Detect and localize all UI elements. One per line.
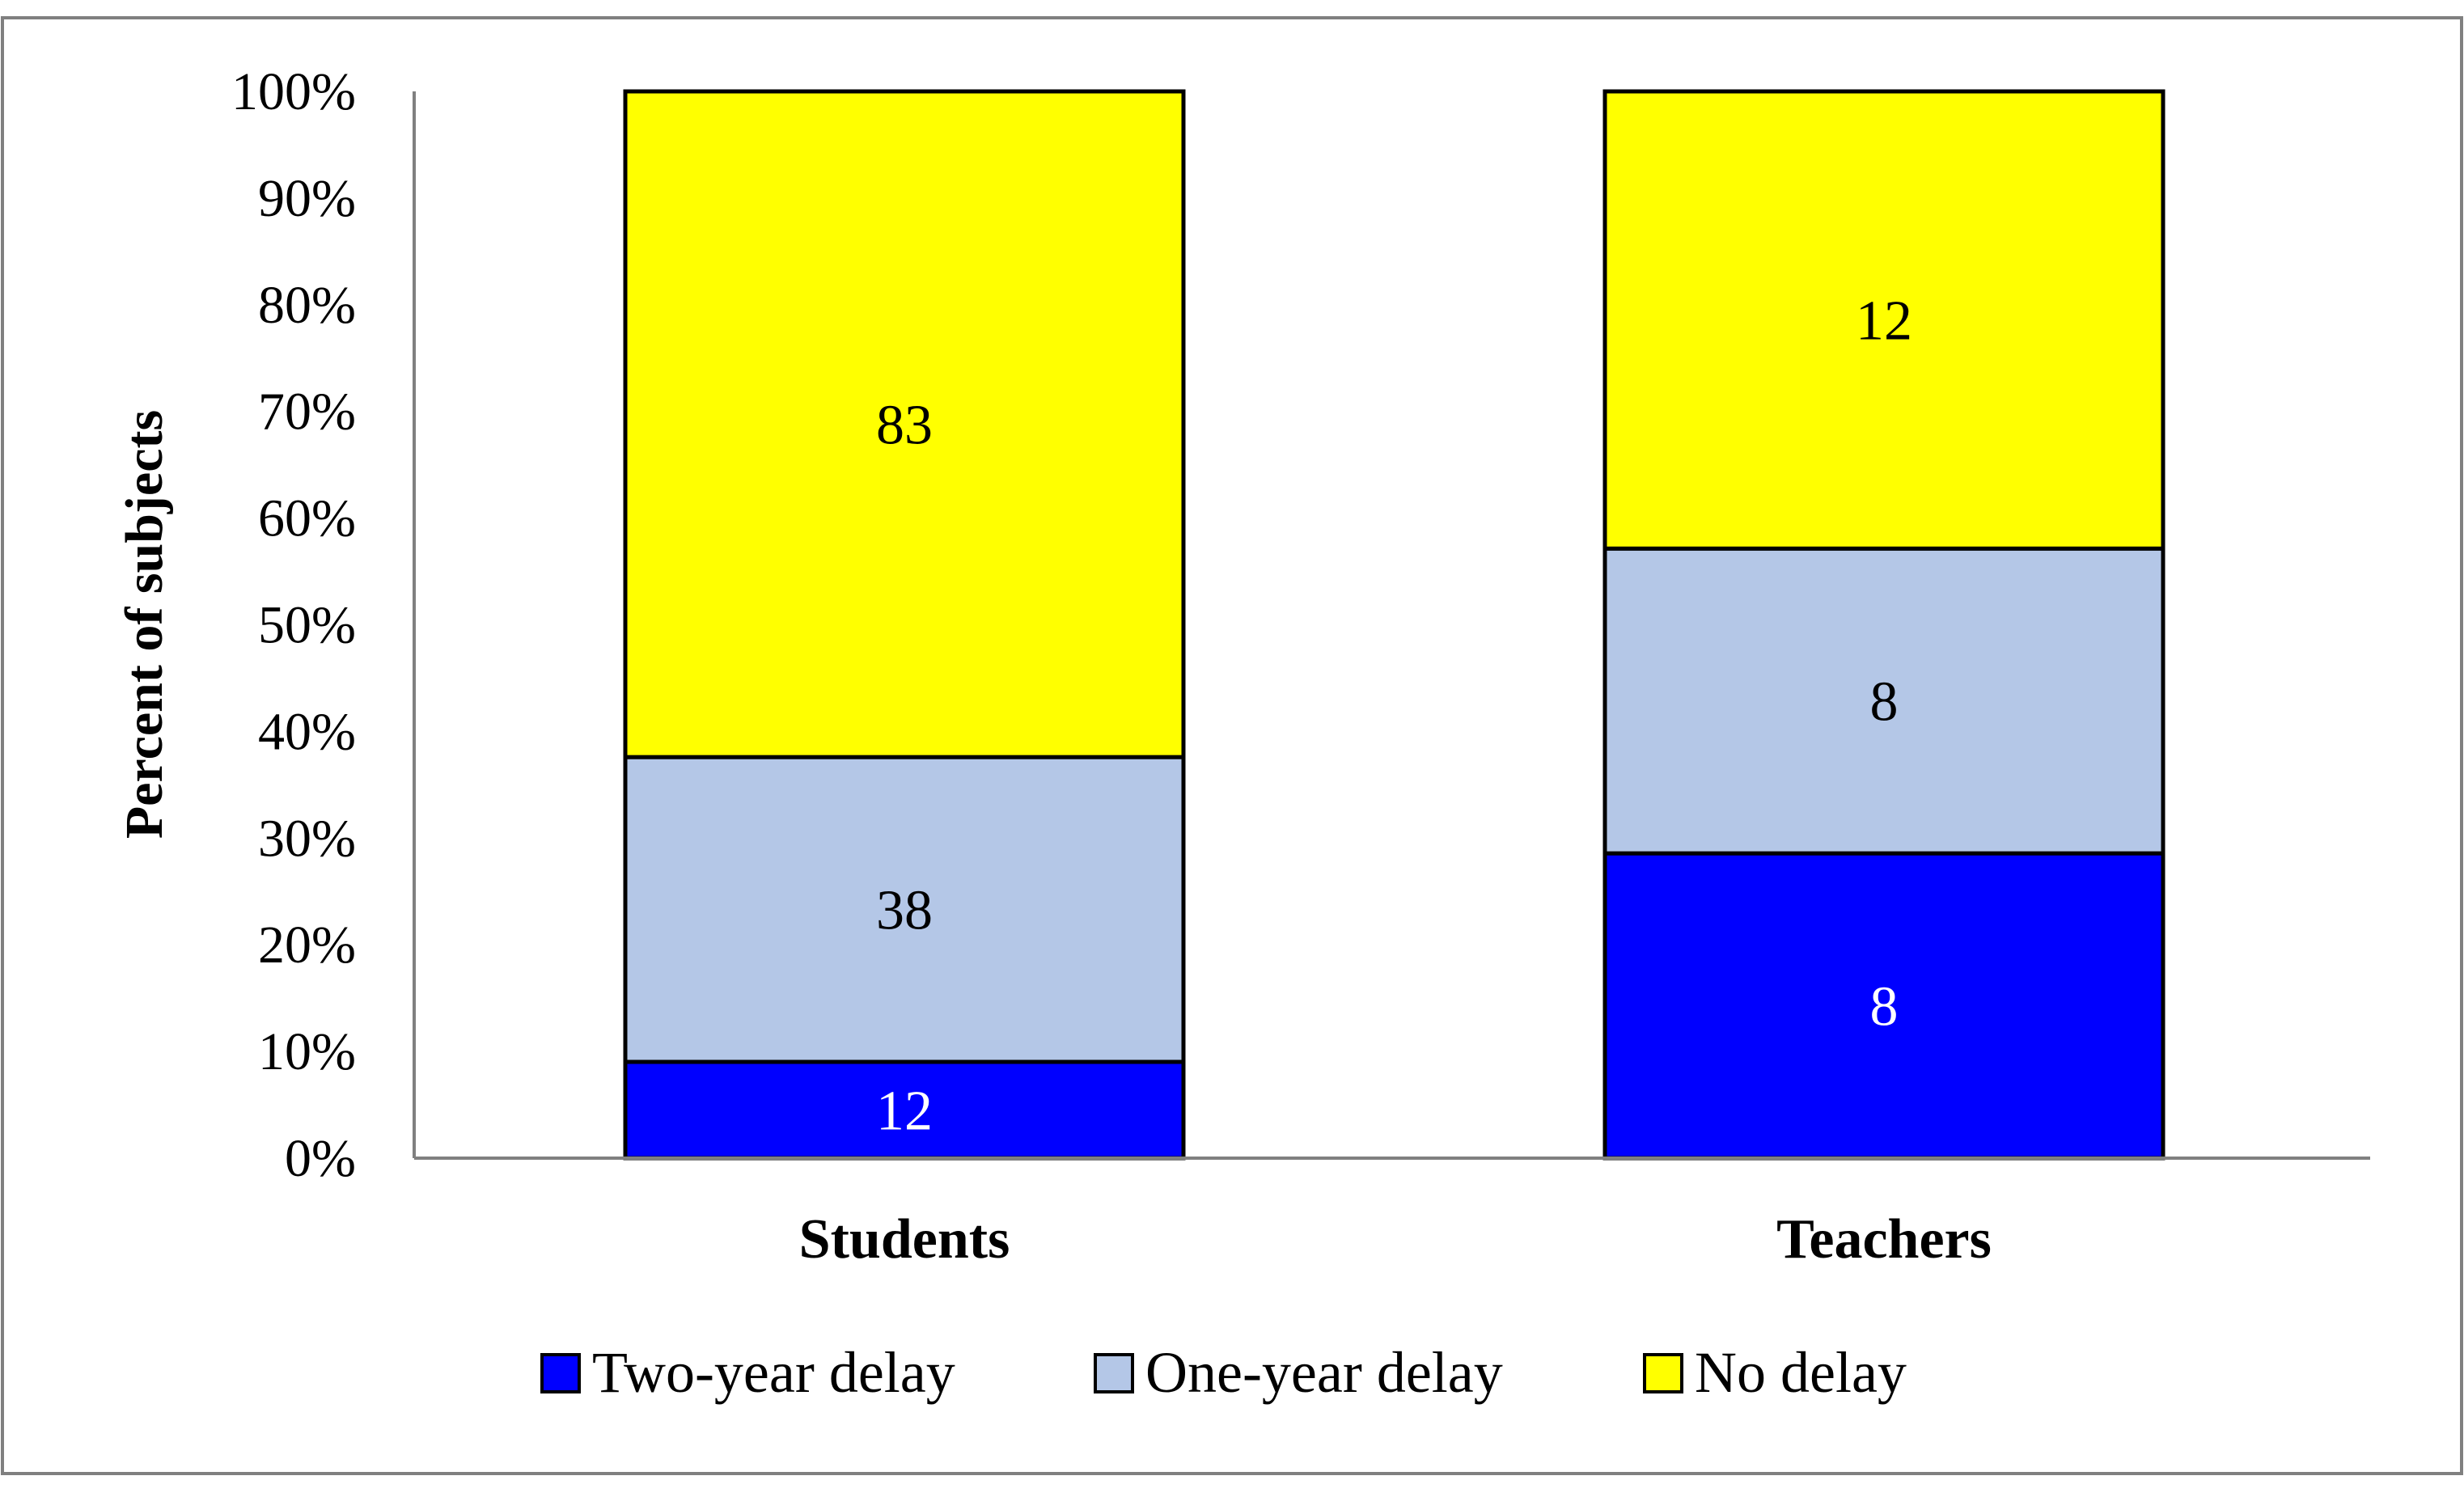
legend-label: Two-year delay	[592, 1340, 955, 1405]
y-tick-label: 80%	[258, 276, 356, 335]
legend-swatch	[540, 1353, 581, 1393]
data-label: 8	[1870, 976, 1899, 1038]
data-label: 12	[876, 1080, 933, 1142]
y-tick-label: 90%	[258, 169, 356, 228]
y-tick-label: 20%	[258, 916, 356, 975]
legend: Two-year delay One-year delay No delay	[540, 1340, 1907, 1405]
y-tick-label: 40%	[258, 702, 356, 761]
bar-segment	[1602, 851, 2166, 1161]
data-label: 8	[1870, 671, 1899, 734]
y-tick-label: 70%	[258, 383, 356, 442]
x-tick-label: Teachers	[1776, 1208, 1992, 1271]
data-label: 38	[876, 880, 933, 942]
data-label: 12	[1856, 290, 1912, 353]
x-tick-label: Students	[799, 1208, 1010, 1271]
y-tick-label: 0%	[285, 1129, 356, 1188]
x-axis-labels: Students Teachers	[799, 1208, 1992, 1271]
legend-label: No delay	[1695, 1340, 1907, 1405]
y-axis-ticks: 0% 10% 20% 30% 40% 50% 60% 70% 80% 90% 100%	[231, 62, 356, 1188]
bar-segment	[623, 755, 1186, 1064]
y-tick-label: 60%	[258, 489, 356, 548]
bar-segment	[1602, 546, 2166, 856]
bars-group	[623, 89, 2166, 1161]
y-tick-label: 100%	[231, 62, 356, 121]
data-label: 83	[876, 395, 933, 457]
y-tick-label: 10%	[258, 1022, 356, 1081]
legend-swatch	[1643, 1353, 1683, 1393]
legend-swatch	[1094, 1353, 1134, 1393]
y-tick-label: 50%	[258, 596, 356, 655]
y-tick-label: 30%	[258, 809, 356, 868]
bar-segment	[623, 1059, 1186, 1161]
bar-labels-group: 12 38 83 8 8 12	[876, 290, 1912, 1143]
bar-segment	[1602, 89, 2166, 551]
bar-segment	[623, 89, 1186, 759]
y-axis-title: Percent of subjects	[115, 410, 174, 839]
legend-label: One-year delay	[1145, 1340, 1503, 1405]
